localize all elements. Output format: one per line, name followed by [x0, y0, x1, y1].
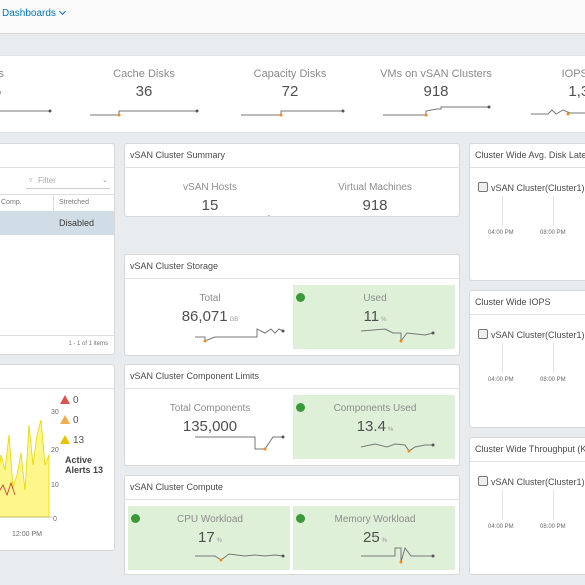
x-tick: 04:00 PM: [488, 377, 514, 383]
y-tick: 30: [51, 409, 59, 416]
kpi-label: Cache Disks: [113, 68, 175, 80]
status-ok-icon: [131, 514, 140, 523]
compute-sparklines: [195, 546, 435, 564]
status-ok-icon: [296, 403, 305, 412]
kpi-label: IOPS Se: [561, 68, 585, 80]
table-row[interactable]: Disabled: [0, 211, 114, 235]
status-ok-icon: [296, 514, 305, 523]
kpi-value: 1,33: [568, 83, 585, 100]
x-tick: 04:00 PM: [488, 524, 514, 530]
kpi-capacity-disks: Capacity Disks 72: [225, 68, 355, 117]
warning-alerts[interactable]: 13: [60, 435, 84, 446]
total-components-metric: Total Components 135,000: [169, 403, 251, 435]
x-tick: 08:00 PM: [540, 524, 566, 530]
panel-title: vSAN Cluster Summary: [130, 150, 226, 160]
warning-alert-icon: [60, 435, 70, 444]
panel-title: vSAN Cluster Component Limits: [130, 371, 260, 381]
col-comp[interactable]: Comp.: [1, 199, 22, 206]
component-limits-panel: vSAN Cluster Component Limits Total Comp…: [124, 364, 460, 466]
kpi-sparkline: [383, 105, 491, 117]
y-tick: 10: [51, 482, 59, 489]
memory-workload-metric: Memory Workload 25%: [334, 514, 416, 546]
kpi-sparkline: [241, 109, 345, 117]
cell-stretched: Disabled: [59, 218, 95, 228]
cluster-storage-panel: vSAN Cluster Storage Total 86,071 GB Used…: [124, 254, 460, 356]
kpi-value: 5: [0, 83, 62, 100]
x-tick: 08:00 PM: [540, 377, 566, 383]
cluster-throughput-panel: Cluster Wide Throughput (KB vSAN Cluster…: [469, 437, 585, 575]
vsan-hosts-metric: vSAN Hosts 15: [183, 182, 237, 214]
active-alerts-label: Active Alerts 13: [65, 455, 104, 475]
clusters-table-panel: ▿ Filter ⌄ Comp. Stretched Disabled 1 - …: [0, 143, 115, 355]
kpi-iops: IOPS Se 1,33: [518, 68, 585, 116]
cluster-compute-panel: vSAN Cluster Compute CPU Workload 17% Me…: [124, 475, 460, 575]
pager-text: 1 - 1 of 1 items: [68, 341, 108, 347]
kpi-sparkline: [90, 109, 199, 117]
dashboards-menu[interactable]: Dashboards: [2, 7, 66, 19]
cluster-icon: [478, 182, 488, 192]
total-storage-metric: Total 86,071 GB: [181, 293, 239, 325]
series-legend[interactable]: vSAN Cluster(Cluster1): [478, 182, 585, 193]
cluster-iops-panel: Cluster Wide IOPS vSAN Cluster(Cluster1)…: [469, 290, 585, 428]
limits-sparklines: [195, 435, 435, 453]
components-used-card[interactable]: [293, 395, 455, 459]
kpi-sparkline: [531, 109, 585, 116]
chevron-down-icon: [58, 7, 66, 16]
y-tick: 20: [51, 447, 59, 454]
kpi-hosts: sts 5: [0, 68, 62, 113]
status-ok-icon: [296, 293, 305, 302]
critical-alerts[interactable]: 0: [60, 395, 79, 406]
y-tick: 0: [53, 516, 57, 523]
dashboards-label: Dashboards: [2, 8, 56, 19]
kpi-strip: sts 5 Cache Disks 36 Capacity Disks 72 V…: [0, 55, 585, 133]
kpi-label: VMs on vSAN Clusters: [380, 68, 492, 80]
panel-title: vSAN Cluster Storage: [130, 261, 219, 271]
summary-sparklines: [267, 215, 271, 216]
cluster-icon: [478, 476, 488, 486]
storage-sparklines: [195, 328, 435, 343]
x-tick: 12:00 PM: [12, 531, 42, 538]
panel-title: Cluster Wide IOPS: [475, 297, 551, 307]
col-stretched[interactable]: Stretched: [59, 199, 89, 206]
kpi-value: 918: [423, 83, 449, 100]
virtual-machines-metric: Virtual Machines 918: [338, 182, 412, 214]
alerts-panel: 30 20 10 0 12:00 PM 0 0 13 Active Alerts…: [0, 364, 115, 551]
cpu-workload-metric: CPU Workload 17%: [177, 514, 243, 546]
panel-title: vSAN Cluster Compute: [130, 482, 224, 492]
kpi-label: Capacity Disks: [253, 68, 327, 80]
cluster-summary-panel: vSAN Cluster Summary vSAN Hosts 15 Virtu…: [124, 143, 460, 217]
filter-placeholder: Filter: [38, 176, 56, 185]
disk-latency-panel: Cluster Wide Avg. Disk Laten vSAN Cluste…: [469, 143, 585, 281]
kpi-value: 36: [135, 83, 153, 100]
kpi-sparkline: [0, 109, 52, 113]
cluster-icon: [478, 329, 488, 339]
immediate-alert-icon: [60, 415, 70, 424]
x-tick: 04:00 PM: [488, 230, 514, 236]
used-storage-metric: Used 11%: [363, 293, 387, 325]
top-bar: Dashboards: [0, 0, 585, 34]
kpi-cache-disks: Cache Disks 36: [79, 68, 209, 117]
series-legend[interactable]: vSAN Cluster(Cluster1): [478, 329, 585, 340]
kpi-value: 72: [281, 83, 299, 100]
kpi-vms: VMs on vSAN Clusters 918: [371, 68, 501, 117]
memory-workload-card[interactable]: [293, 506, 455, 570]
kpi-label: sts: [0, 68, 5, 80]
cpu-workload-card[interactable]: [128, 506, 290, 570]
components-used-metric: Components Used 13.4%: [333, 403, 417, 435]
chevron-down-icon: ⌄: [102, 177, 108, 184]
panel-title: Cluster Wide Avg. Disk Laten: [475, 150, 585, 160]
x-tick: 08:00 PM: [540, 230, 566, 236]
alerts-area-chart: [0, 419, 53, 518]
table-header: Comp. Stretched: [0, 194, 114, 212]
panel-title: Cluster Wide Throughput (KB: [475, 444, 585, 454]
immediate-alerts[interactable]: 0: [60, 415, 79, 426]
series-legend[interactable]: vSAN Cluster(Cluster1): [478, 476, 585, 487]
critical-alert-icon: [60, 395, 70, 404]
used-storage-card[interactable]: [293, 285, 455, 349]
filter-input[interactable]: ▿ Filter ⌄: [26, 174, 110, 189]
